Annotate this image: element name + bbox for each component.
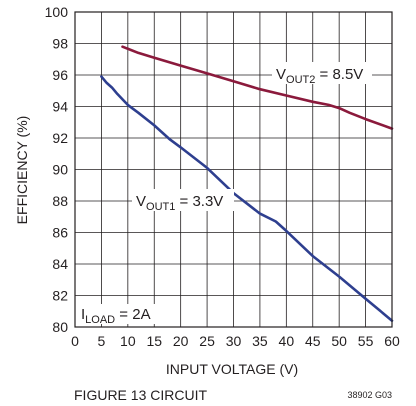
x-tick-label: 20: [173, 333, 189, 349]
series-line-2: [100, 75, 394, 322]
y-tick-label: 98: [52, 36, 68, 52]
x-tick-label: 30: [226, 333, 242, 349]
vout2-label-bg: [272, 62, 372, 84]
x-tick-label: 40: [279, 333, 295, 349]
vout2-label: VOUT2 = 8.5V: [276, 66, 363, 86]
x-axis-title: INPUT VOLTAGE (V): [166, 361, 298, 377]
y-tick-label: 80: [52, 319, 68, 335]
series-line-1: [121, 45, 394, 130]
x-tick-label: 5: [98, 333, 106, 349]
x-tick-label: 10: [120, 333, 136, 349]
y-tick-label: 84: [52, 256, 68, 272]
y-tick-label: 90: [52, 162, 68, 178]
x-tick-label: 0: [71, 333, 79, 349]
x-tick-label: 45: [305, 333, 321, 349]
y-tick-label: 94: [52, 99, 68, 115]
x-tick-label: 50: [331, 333, 347, 349]
figure-code: 38902 G03: [347, 390, 392, 400]
x-tick-label: 55: [358, 333, 374, 349]
y-tick-label: 82: [52, 288, 68, 304]
x-tick-labels: 0 5 10 15 20 25 30 35 40 45 50 55 60: [71, 333, 400, 349]
y-tick-label: 96: [52, 67, 68, 83]
vout1-label: VOUT1 = 3.3V: [136, 193, 223, 213]
y-tick-label: 86: [52, 225, 68, 241]
plot-frame: [74, 11, 393, 328]
y-tick-labels: 80 82 84 86 88 90 92 94 96 98 100: [45, 4, 69, 335]
figure-caption: FIGURE 13 CIRCUIT: [74, 387, 207, 403]
iload-label: ILOAD = 2A: [81, 306, 151, 326]
vout1-label-bg: [132, 189, 234, 211]
x-tick-label: 60: [384, 333, 400, 349]
y-tick-label: 88: [52, 193, 68, 209]
y-tick-label: 100: [45, 4, 69, 20]
x-tick-label: 35: [252, 333, 268, 349]
y-tick-label: 92: [52, 130, 68, 146]
x-tick-label: 15: [146, 333, 162, 349]
series-layer: [100, 45, 394, 322]
iload-label-bg: [78, 304, 160, 324]
y-axis-title: EFFICIENCY (%): [14, 116, 30, 225]
x-tick-label: 25: [199, 333, 215, 349]
